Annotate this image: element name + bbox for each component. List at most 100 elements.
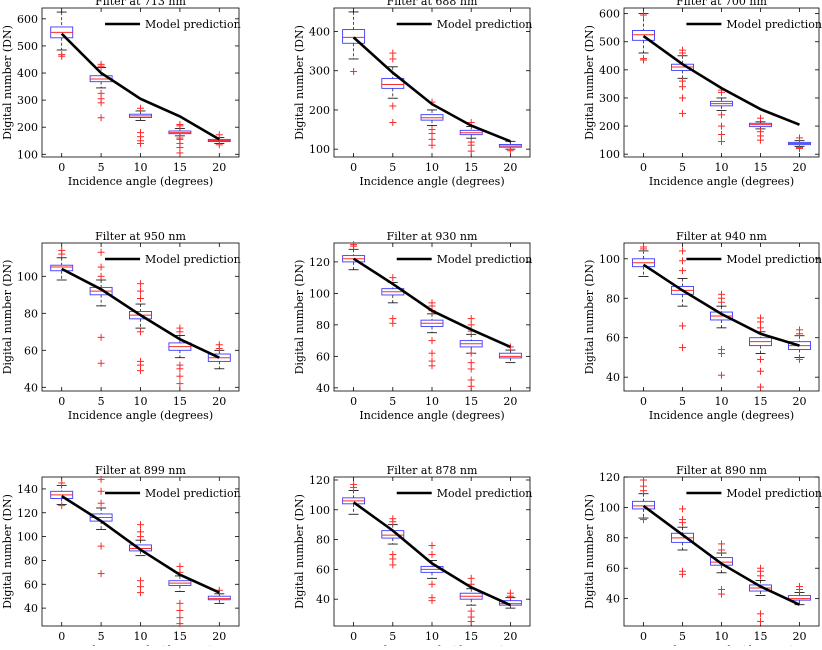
y-axis-label: Digital number (DN) [1, 494, 14, 609]
y-tick-label: 400 [599, 64, 620, 77]
outlier-marker [467, 147, 475, 155]
outlier-marker [137, 589, 144, 597]
box-x-20 [498, 589, 522, 609]
y-tick-label: 120 [309, 256, 330, 269]
chart-title: Filter at 713 nm [95, 0, 186, 8]
outlier-marker [389, 102, 397, 110]
box-x-5 [671, 247, 694, 352]
legend-label: Model prediction [437, 18, 533, 31]
x-tick-label: 0 [58, 630, 65, 643]
outlier-marker [97, 333, 105, 341]
outlier-marker [428, 135, 436, 143]
outlier-marker [679, 516, 686, 524]
box-x-15 [168, 120, 192, 157]
outlier-marker [640, 516, 647, 524]
x-tick-label: 5 [389, 395, 396, 408]
outlier-marker [428, 349, 436, 357]
box-x-20 [498, 140, 522, 155]
chart-panel-5: Filter at 930 nm 40 60 80 100 120 0 5 10 15 20Inci… [293, 230, 532, 422]
x-tick-label: 20 [793, 630, 807, 643]
outlier-marker [350, 241, 358, 249]
iqr-box [498, 352, 522, 359]
x-tick-label: 15 [173, 161, 187, 174]
outlier-marker [97, 487, 105, 495]
y-tick-label: 40 [606, 593, 620, 606]
box-x-10 [129, 280, 152, 375]
outlier-marker [176, 372, 184, 380]
chart-title: Filter at 688 nm [387, 0, 478, 8]
outlier-marker [428, 357, 436, 365]
outlier-marker [215, 131, 223, 139]
chart-title: Filter at 930 nm [387, 230, 478, 243]
outlier-marker [58, 479, 66, 487]
y-tick-label: 120 [17, 507, 38, 520]
model-prediction-line [642, 504, 801, 606]
outlier-marker [796, 134, 803, 142]
legend-label: Model prediction [145, 18, 241, 31]
outlier-marker [97, 359, 105, 367]
x-tick-label: 10 [715, 395, 729, 408]
box-x-5 [89, 248, 113, 367]
chart-title: Filter at 940 nm [676, 230, 767, 243]
x-axis-label: Incidence angle (degrees) [359, 409, 504, 422]
chart-panel-6: Filter at 940 nm 40 60 80 100 0 5 10 15 20Inciden… [583, 230, 822, 422]
outlier-marker [718, 586, 725, 594]
legend-label: Model prediction [145, 487, 241, 500]
y-axis-label: Digital number (DN) [583, 25, 596, 140]
y-tick-label: 200 [309, 104, 330, 117]
outlier-marker [679, 247, 686, 255]
x-tick-label: 5 [679, 630, 686, 643]
x-tick-label: 20 [793, 395, 807, 408]
outlier-marker [97, 475, 105, 483]
model-prediction-line [352, 257, 511, 349]
box-x-5 [89, 60, 113, 122]
y-axis-label: Digital number (DN) [583, 260, 596, 375]
outlier-marker [467, 365, 475, 373]
outlier-marker [215, 141, 223, 149]
x-tick-label: 20 [503, 630, 517, 643]
outlier-marker [718, 138, 725, 146]
outlier-marker [718, 290, 725, 298]
y-tick-label: 600 [599, 8, 620, 21]
x-tick-label: 0 [58, 395, 65, 408]
y-axis-label: Digital number (DN) [583, 494, 596, 609]
outlier-marker [97, 272, 105, 280]
y-tick-label: 100 [599, 501, 620, 514]
x-tick-label: 0 [640, 395, 647, 408]
legend-label: Model prediction [726, 18, 822, 31]
outlier-marker [137, 287, 144, 295]
chart-title: Filter at 700 nm [676, 0, 767, 8]
y-tick-label: 80 [316, 534, 330, 547]
x-tick-label: 0 [640, 161, 647, 174]
outlier-marker [757, 128, 764, 136]
legend-label: Model prediction [726, 487, 822, 500]
outlier-marker [757, 324, 764, 332]
outlier-marker [97, 499, 105, 507]
x-tick-label: 20 [212, 395, 226, 408]
x-axis-label: Incidence angle (degrees) [68, 175, 213, 188]
y-tick-label: 120 [309, 474, 330, 487]
y-tick-label: 60 [606, 332, 620, 345]
outlier-marker [428, 542, 436, 550]
outlier-marker [757, 314, 764, 322]
x-tick-label: 10 [425, 161, 439, 174]
outlier-marker [679, 322, 686, 330]
outlier-marker [350, 68, 358, 76]
y-axis-label: Digital number (DN) [1, 260, 14, 375]
outlier-marker [467, 376, 475, 384]
y-axis-label: Digital number (DN) [293, 260, 306, 375]
outlier-marker [58, 502, 66, 510]
legend-label: Model prediction [726, 253, 822, 266]
model-prediction-line [352, 36, 511, 143]
x-tick-label: 15 [464, 630, 478, 643]
y-tick-label: 600 [17, 13, 38, 26]
box-x-0 [342, 480, 366, 515]
outlier-marker [640, 482, 647, 490]
outlier-marker [640, 55, 647, 63]
y-axis-label: Digital number (DN) [293, 25, 306, 140]
x-tick-label: 10 [425, 395, 439, 408]
iqr-box [632, 500, 655, 510]
outlier-marker [97, 542, 105, 550]
x-tick-label: 20 [503, 395, 517, 408]
outlier-marker [467, 359, 475, 367]
